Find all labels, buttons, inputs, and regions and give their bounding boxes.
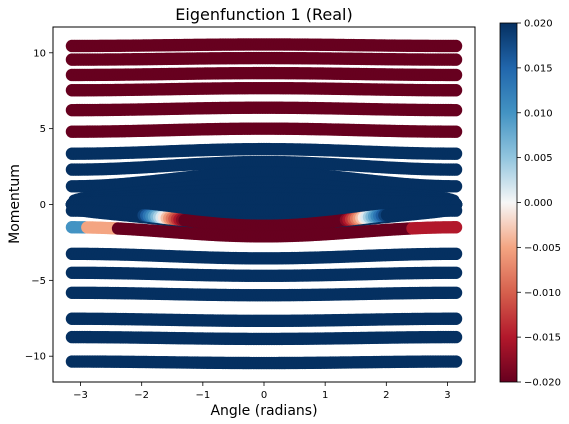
trajectory-4 [65, 101, 463, 117]
plot-area [65, 38, 463, 370]
x-tick-label: 0 [261, 390, 267, 401]
colorbar-tick-label: −0.010 [524, 288, 561, 299]
colorbar-tick-label: 0.015 [524, 63, 553, 74]
trajectory-13 [65, 204, 463, 232]
data-point [449, 286, 463, 299]
trajectory-3 [65, 81, 463, 97]
colorbar-tick-label: −0.005 [524, 243, 561, 254]
data-point [449, 68, 463, 82]
colorbar-tick-label: −0.020 [524, 378, 561, 389]
x-axis-ticks: −3 −2 −1 0 1 2 3 [73, 382, 451, 401]
y-tick-label: −5 [31, 276, 46, 287]
data-point [449, 125, 463, 138]
y-tick-label: 0 [40, 200, 46, 211]
y-tick-label: −10 [25, 352, 46, 363]
trajectory-7 [65, 155, 463, 176]
colorbar-ticks: 0.020 0.015 0.010 0.005 0.000 −0.005 −0.010 −0.… [517, 19, 561, 389]
data-point [449, 103, 463, 117]
trajectory-18 [65, 312, 463, 328]
x-axis-label: Angle (radians) [210, 403, 317, 419]
data-point [449, 355, 463, 368]
trajectory-17 [65, 286, 463, 302]
data-point [449, 180, 463, 193]
data-point [449, 53, 463, 66]
y-tick-label: 10 [33, 48, 46, 59]
trajectory-5 [65, 122, 463, 138]
x-tick-label: 2 [383, 390, 389, 401]
y-axis-ticks: −10 −5 0 5 10 [25, 48, 53, 363]
chart-title: Eigenfunction 1 (Real) [175, 5, 352, 24]
trajectory-0 [65, 38, 463, 53]
colorbar-tick-label: 0.010 [524, 108, 553, 119]
trajectory-6 [65, 142, 463, 160]
data-point [449, 163, 463, 176]
trajectory-20 [65, 355, 463, 370]
colorbar [499, 22, 518, 383]
trajectory-8 [65, 166, 463, 193]
trajectory-1 [65, 51, 463, 66]
x-tick-label: 3 [444, 390, 450, 401]
data-point [449, 221, 463, 234]
data-point [449, 39, 463, 53]
colorbar-tick-label: 0.020 [524, 19, 553, 30]
data-point [449, 312, 463, 325]
data-point [449, 330, 463, 344]
x-tick-label: 1 [322, 390, 328, 401]
data-point [449, 84, 463, 97]
data-point [449, 147, 463, 160]
colorbar-tick-label: −0.015 [524, 333, 561, 344]
x-tick-label: −3 [73, 390, 88, 401]
x-tick-label: −1 [195, 390, 210, 401]
data-point [449, 247, 463, 261]
data-point [449, 266, 463, 279]
trajectory-2 [65, 66, 463, 82]
data-point [449, 204, 463, 217]
colorbar-tick-label: 0.000 [524, 198, 553, 209]
trajectory-15 [65, 247, 463, 265]
y-tick-label: 5 [40, 124, 46, 135]
x-tick-label: −2 [134, 390, 149, 401]
y-axis-label: Momentum [7, 164, 23, 244]
trajectory-16 [65, 266, 463, 282]
colorbar-tick-label: 0.005 [524, 153, 553, 164]
trajectory-19 [65, 330, 463, 346]
trajectory-14 [65, 221, 463, 243]
